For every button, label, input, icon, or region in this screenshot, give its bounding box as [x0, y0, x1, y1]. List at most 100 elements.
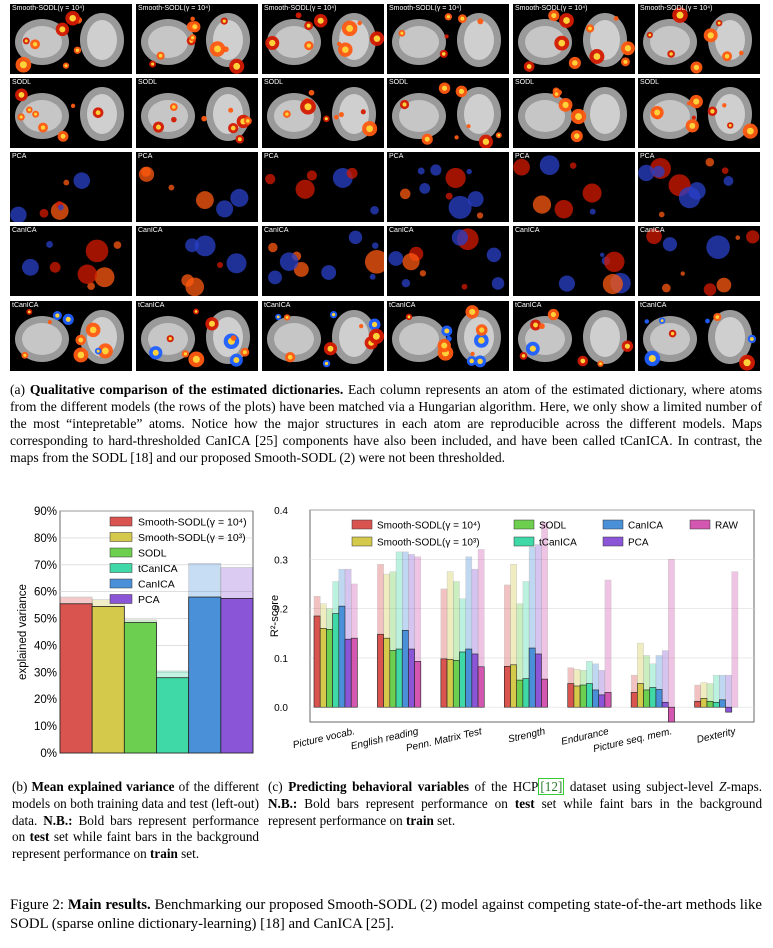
y-tick-label: 80%	[34, 533, 57, 545]
activation-blob	[558, 275, 576, 292]
legend-swatch	[602, 536, 624, 547]
bar-test	[465, 648, 473, 708]
activation-blob	[662, 237, 678, 252]
legend-swatch	[602, 519, 624, 530]
activation-blob	[372, 242, 379, 249]
brain-map-tile: CanICA	[387, 226, 509, 296]
activation-blob	[306, 170, 318, 181]
bar-train	[661, 650, 669, 708]
brain-map-tile: PCA	[10, 152, 132, 222]
activation-blob	[466, 168, 472, 175]
activation-blob	[735, 235, 741, 240]
activation-blob	[569, 162, 577, 169]
activation-blob	[539, 323, 545, 330]
activation-blob	[419, 270, 427, 277]
activation-blob	[402, 253, 420, 271]
bar-test	[383, 637, 391, 708]
activation-blob	[195, 191, 214, 210]
activation-blob	[293, 262, 309, 277]
brain-map-tile: SODL	[638, 78, 760, 148]
bar-test	[649, 687, 657, 708]
figure-caption: Figure 2: Main results. Benchmarking our…	[10, 897, 762, 932]
bar-test	[668, 706, 675, 723]
x-tick-label: Picture vocab.	[292, 726, 356, 751]
bar-test	[123, 622, 157, 754]
bar-test	[326, 629, 333, 708]
activation-blob	[39, 208, 49, 218]
bar-test	[725, 706, 733, 713]
row-label: SODL	[515, 79, 535, 86]
activation-blob	[678, 186, 701, 209]
activation-blob	[360, 109, 366, 115]
activation-blob	[554, 199, 574, 219]
bar-test	[573, 685, 581, 708]
activation-blob	[467, 191, 484, 208]
activation-blob	[77, 264, 98, 284]
y-tick-label: 70%	[34, 560, 57, 572]
row-label: PCA	[12, 153, 27, 160]
brain-map-tile: SODL	[136, 78, 258, 148]
activation-blob	[658, 211, 665, 218]
row-label: Smooth-SODL(γ = 10⁴)	[640, 5, 713, 12]
bar-test	[350, 637, 358, 708]
legend-swatch	[513, 536, 535, 547]
y-tick-label: 0.1	[274, 654, 288, 665]
legend-label: SODL	[539, 521, 567, 532]
activation-blob	[190, 16, 195, 22]
activation-blob	[600, 252, 605, 257]
activation-blob	[364, 250, 384, 274]
activation-blob	[370, 205, 379, 215]
activation-blob	[70, 103, 76, 109]
brain-map-tile: PCA	[136, 152, 258, 222]
activation-blob	[454, 135, 459, 140]
bar-test	[528, 647, 536, 708]
activation-blob	[661, 283, 671, 293]
row-label: CanICA	[640, 227, 665, 234]
brain-map-tile: tCanICA	[513, 301, 635, 371]
row-label: tCanICA	[12, 302, 39, 309]
activation-blob	[644, 319, 650, 324]
brain-map-tile: PCA	[513, 152, 635, 222]
bar-test	[567, 683, 575, 708]
y-tick-label: 10%	[34, 721, 57, 733]
bar-test	[712, 701, 720, 708]
row-label: tCanICA	[389, 302, 416, 309]
activation-blob	[445, 167, 466, 189]
legend-label: PCA	[138, 594, 160, 606]
activation-blob	[703, 283, 717, 296]
brain-map-tile: Smooth-SODL(γ = 10⁴)	[387, 4, 509, 74]
bar-test	[446, 659, 454, 708]
bar-test	[414, 661, 422, 708]
activation-blob	[73, 172, 91, 189]
row-label: tCanICA	[264, 302, 291, 309]
brain-map-tile: tCanICA	[387, 301, 509, 371]
legend-swatch	[109, 532, 133, 542]
bar-test	[604, 692, 612, 708]
activation-blob	[57, 204, 64, 211]
bar-test	[313, 615, 321, 708]
bar-train	[725, 674, 732, 708]
bar-train	[668, 559, 675, 708]
activation-blob	[589, 208, 596, 215]
caption-b: (b) Mean explained variance of the diffe…	[12, 779, 260, 862]
activation-blob	[532, 195, 552, 214]
row-label: PCA	[640, 153, 655, 160]
activation-blob	[646, 228, 662, 245]
legend-swatch	[351, 536, 373, 547]
brain-map-tile: tCanICA	[136, 301, 258, 371]
y-tick-label: 0.4	[274, 506, 288, 517]
activation-blob	[334, 114, 339, 120]
activation-blob	[470, 351, 475, 356]
bar-test	[440, 658, 448, 708]
brain-map-tile: SODL	[10, 78, 132, 148]
y-tick-label: 0.2	[274, 605, 288, 616]
activation-blob	[477, 18, 484, 25]
row-label: PCA	[264, 153, 279, 160]
caption-a: (a) Qualitative comparison of the estima…	[10, 382, 762, 465]
bar-test	[395, 648, 403, 708]
activation-blob	[746, 230, 760, 244]
legend-label: PCA	[628, 538, 649, 549]
activation-blob	[308, 89, 315, 96]
activation-blob	[230, 335, 237, 341]
